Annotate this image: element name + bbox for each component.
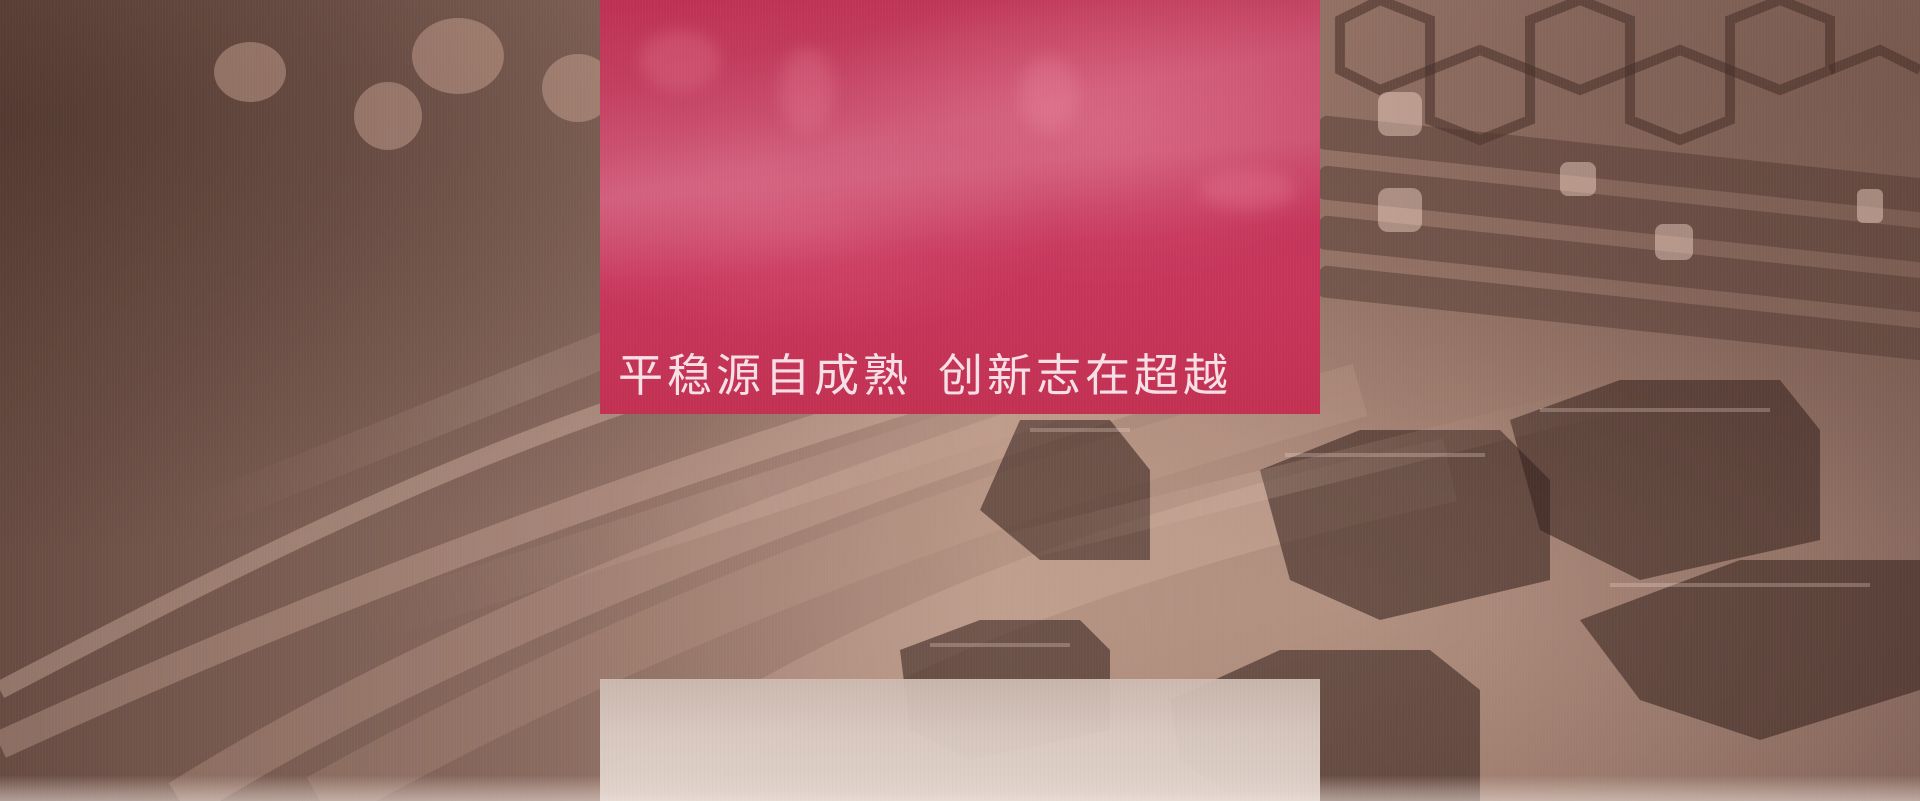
hero-bokeh [780, 48, 834, 132]
hero-panel: 平稳源自成熟 创新志在超越 [600, 0, 1320, 414]
hero-bokeh [1020, 56, 1078, 132]
bottom-fade [0, 775, 1920, 801]
hero-slogan: 平稳源自成熟 创新志在超越 [618, 346, 1308, 402]
hero-slogan-part-2: 创新志在超越 [938, 348, 1233, 402]
hero-bokeh [640, 30, 720, 90]
hero-bokeh [1200, 170, 1296, 210]
hero-slogan-part-1: 平稳源自成熟 [618, 348, 913, 402]
